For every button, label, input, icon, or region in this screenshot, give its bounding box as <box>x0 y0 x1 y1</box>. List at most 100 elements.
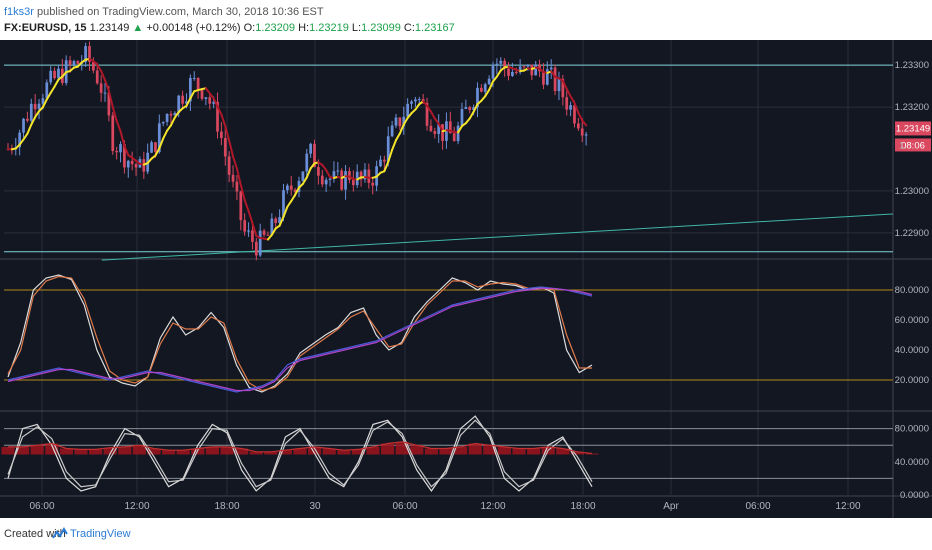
candle[interactable] <box>386 136 390 162</box>
symbol-label[interactable]: FX:EURUSD, 15 <box>4 22 87 34</box>
candle[interactable] <box>33 103 37 110</box>
candle[interactable] <box>437 124 441 134</box>
candle[interactable] <box>491 64 495 79</box>
candle[interactable] <box>336 170 340 172</box>
candle[interactable] <box>328 178 332 180</box>
candle[interactable] <box>577 123 580 129</box>
candle[interactable] <box>258 230 262 256</box>
candle[interactable] <box>363 169 367 180</box>
candle[interactable] <box>351 179 355 186</box>
candle[interactable] <box>68 60 72 65</box>
oscillator-2-pane[interactable] <box>1 415 893 492</box>
candle[interactable] <box>150 142 153 153</box>
candle[interactable] <box>126 160 130 168</box>
candle[interactable] <box>503 60 506 69</box>
candle[interactable] <box>526 64 530 67</box>
candle[interactable] <box>196 77 200 90</box>
candle[interactable] <box>371 182 375 186</box>
candle[interactable] <box>499 60 503 64</box>
tradingview-brand[interactable]: TradingView <box>70 528 131 540</box>
candle[interactable] <box>119 144 122 153</box>
candle[interactable] <box>448 121 452 134</box>
candle[interactable] <box>289 185 293 190</box>
candle[interactable] <box>111 115 115 152</box>
candle[interactable] <box>220 131 223 139</box>
candle[interactable] <box>344 171 347 190</box>
candle[interactable] <box>514 71 518 73</box>
candle[interactable] <box>177 95 181 113</box>
candle[interactable] <box>584 134 588 136</box>
oscillator-1-pane[interactable] <box>4 274 893 393</box>
candle[interactable] <box>262 230 266 235</box>
candle[interactable] <box>154 142 157 153</box>
candle[interactable] <box>88 46 91 62</box>
candle[interactable] <box>95 70 99 84</box>
candle[interactable] <box>394 117 398 126</box>
candle[interactable] <box>212 101 215 104</box>
candle[interactable] <box>274 218 278 224</box>
candle[interactable] <box>441 124 444 141</box>
candle[interactable] <box>483 84 487 92</box>
candle[interactable] <box>359 171 363 180</box>
candle[interactable] <box>557 78 561 92</box>
candle[interactable] <box>406 103 409 117</box>
candle[interactable] <box>181 95 184 104</box>
candle[interactable] <box>18 132 21 148</box>
candle[interactable] <box>26 118 29 121</box>
candle[interactable] <box>49 70 53 83</box>
candle[interactable] <box>414 99 417 102</box>
candle[interactable] <box>495 63 499 65</box>
candle[interactable] <box>464 107 468 109</box>
candle[interactable] <box>320 175 324 185</box>
candle[interactable] <box>573 105 576 124</box>
candle[interactable] <box>192 77 196 79</box>
candle[interactable] <box>332 171 336 179</box>
candle[interactable] <box>204 97 208 99</box>
candle[interactable] <box>247 230 250 232</box>
candle[interactable] <box>53 70 56 79</box>
candle[interactable] <box>379 159 382 167</box>
candle[interactable] <box>239 191 243 221</box>
candle[interactable] <box>553 67 557 92</box>
candle[interactable] <box>161 121 165 124</box>
candle[interactable] <box>317 167 320 176</box>
price-pane[interactable] <box>4 41 894 261</box>
candle[interactable] <box>429 125 433 132</box>
candle[interactable] <box>390 125 394 137</box>
candle[interactable] <box>410 101 413 104</box>
candle[interactable] <box>173 112 177 116</box>
candle[interactable] <box>472 107 475 110</box>
candle[interactable] <box>266 234 270 236</box>
candle[interactable] <box>324 179 328 185</box>
candle[interactable] <box>580 128 584 136</box>
candle[interactable] <box>185 101 188 104</box>
candle[interactable] <box>480 87 483 92</box>
candle[interactable] <box>37 103 41 110</box>
candle[interactable] <box>452 133 456 142</box>
candle[interactable] <box>545 69 549 85</box>
candle[interactable] <box>123 144 126 168</box>
candle[interactable] <box>165 113 169 122</box>
candle[interactable] <box>99 83 103 93</box>
chart-area[interactable]: 06:00 12:00 18:00 30 06:00 12:00 18:00 Apr 06:00… <box>0 40 932 518</box>
candle[interactable] <box>549 67 553 70</box>
candle[interactable] <box>511 71 514 76</box>
candle[interactable] <box>84 46 87 63</box>
candle[interactable] <box>309 143 312 154</box>
candle[interactable] <box>383 159 386 162</box>
candle[interactable] <box>293 189 297 192</box>
candle[interactable] <box>57 68 60 79</box>
candle[interactable] <box>231 174 235 182</box>
candle[interactable] <box>417 99 421 101</box>
candle[interactable] <box>41 98 45 104</box>
candle[interactable] <box>216 101 219 132</box>
candle[interactable] <box>507 68 510 76</box>
candle[interactable] <box>561 78 565 98</box>
candle[interactable] <box>313 143 316 168</box>
candle[interactable] <box>208 97 212 104</box>
candle[interactable] <box>286 185 289 191</box>
candle[interactable] <box>76 61 80 64</box>
candle[interactable] <box>227 156 231 175</box>
candle[interactable] <box>305 153 309 172</box>
candle[interactable] <box>402 116 406 127</box>
